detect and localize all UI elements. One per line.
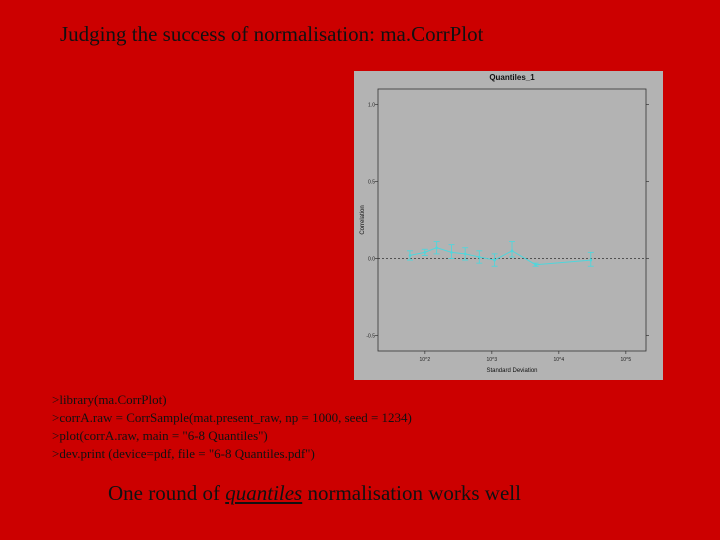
- data-point: [408, 254, 412, 257]
- y-tick-label: -0.5: [366, 334, 375, 340]
- slide-title: Judging the success of normalisation: ma…: [60, 22, 484, 46]
- code-line: >dev.print (device=pdf, file = "6-8 Quan…: [52, 446, 315, 461]
- plot-frame: [377, 88, 647, 352]
- y-tick-label: 0.0: [368, 257, 375, 263]
- x-tick-label: 10^4: [553, 357, 564, 363]
- data-point: [493, 258, 496, 262]
- series-line: [409, 247, 591, 266]
- code-line: >plot(corrA.raw, main = "6-8 Quantiles"): [52, 428, 268, 443]
- code-line: >corrA.raw = CorrSample(mat.present_raw,…: [52, 410, 412, 425]
- data-point: [450, 251, 453, 254]
- x-axis-label: Standard Deviation: [486, 368, 537, 374]
- code-line: >library(ma.CorrPlot): [52, 392, 167, 407]
- chart-title: Quantiles_1: [489, 73, 535, 82]
- conclusion-text: One round of quantiles normalisation wor…: [108, 481, 521, 506]
- x-tick-label: 10^2: [419, 357, 430, 363]
- x-tick-label: 10^3: [486, 357, 497, 363]
- data-point: [534, 263, 537, 266]
- correlation-plot: Quantiles_1 1.0 0.5 0.0 -0.5 10^2 10^3 10^4 10^5…: [354, 71, 663, 380]
- data-point: [463, 252, 467, 256]
- conclusion-before: One round of: [108, 481, 226, 505]
- y-tick-label: 0.5: [368, 179, 375, 185]
- x-tick-label: 10^5: [620, 357, 631, 363]
- data-point: [435, 246, 438, 250]
- y-tick-label: 1.0: [368, 102, 375, 108]
- data-point: [423, 251, 427, 254]
- data-point: [589, 258, 593, 262]
- data-point: [510, 249, 514, 253]
- data-point: [477, 255, 481, 259]
- conclusion-after: normalisation works well: [302, 481, 521, 505]
- chart-svg: Quantiles_1 1.0 0.5 0.0 -0.5 10^2 10^3 10^4 10^5…: [360, 73, 649, 374]
- y-axis-label: Correlation: [360, 205, 366, 234]
- conclusion-emphasis: quantiles: [225, 481, 303, 505]
- code-block: >library(ma.CorrPlot) >corrA.raw = CorrS…: [52, 391, 412, 463]
